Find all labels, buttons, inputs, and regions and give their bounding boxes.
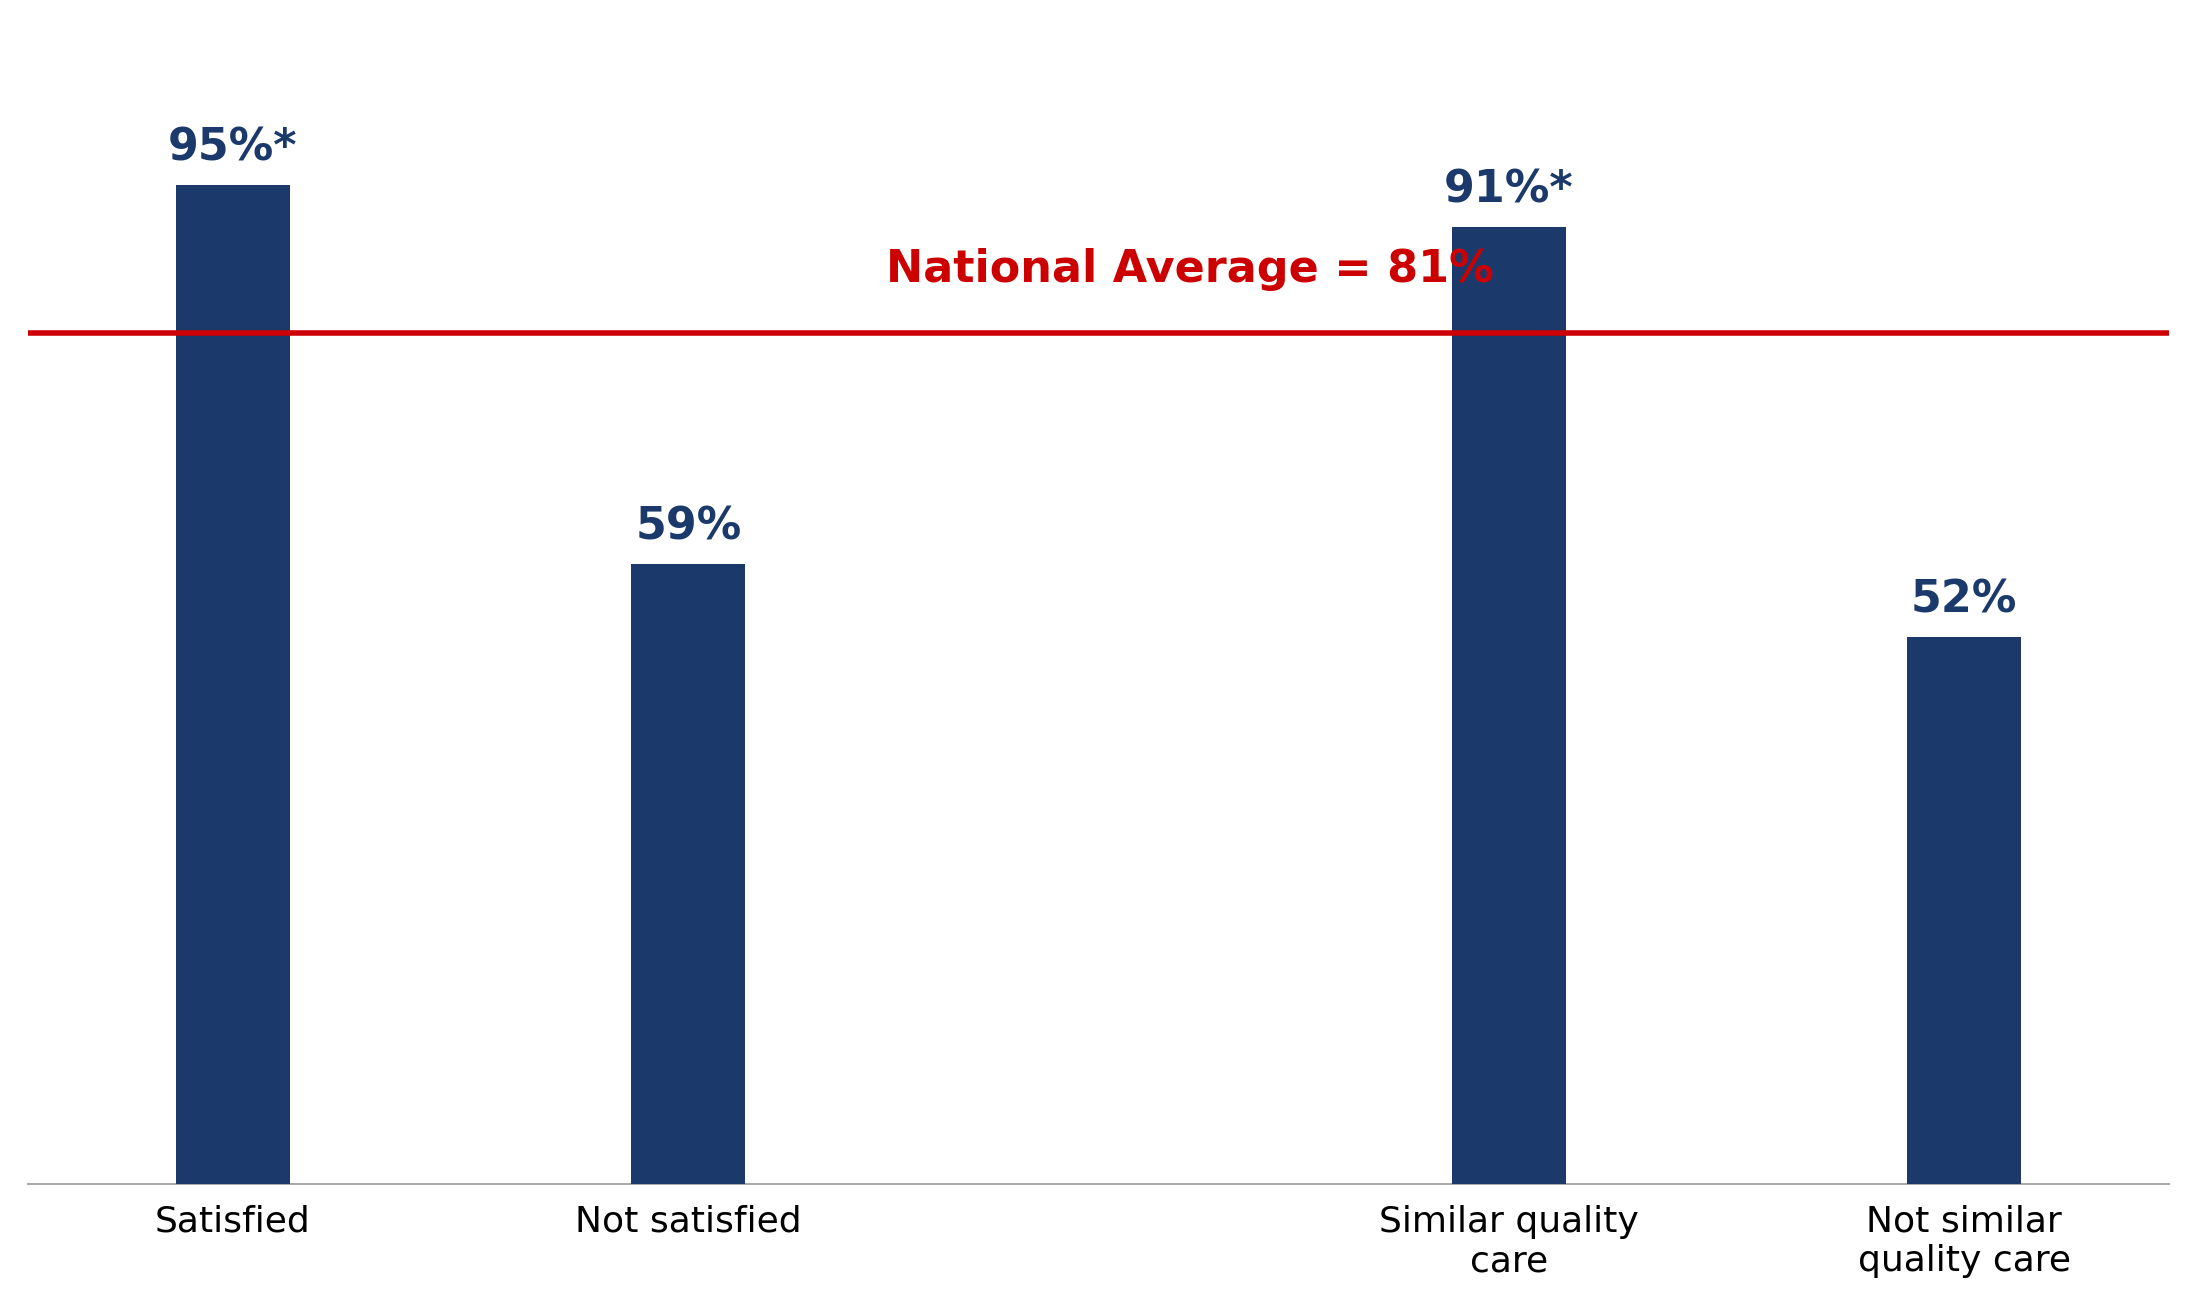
Text: 52%: 52% bbox=[1911, 579, 2017, 622]
Bar bbox=[176, 185, 290, 1185]
Text: 91%*: 91%* bbox=[1443, 168, 1573, 212]
Text: 95%*: 95%* bbox=[167, 127, 297, 170]
Bar bbox=[1452, 227, 1566, 1185]
Bar bbox=[631, 564, 745, 1185]
Text: National Average = 81%: National Average = 81% bbox=[885, 248, 1494, 290]
Bar bbox=[1907, 637, 2021, 1185]
Text: 59%: 59% bbox=[635, 505, 743, 549]
